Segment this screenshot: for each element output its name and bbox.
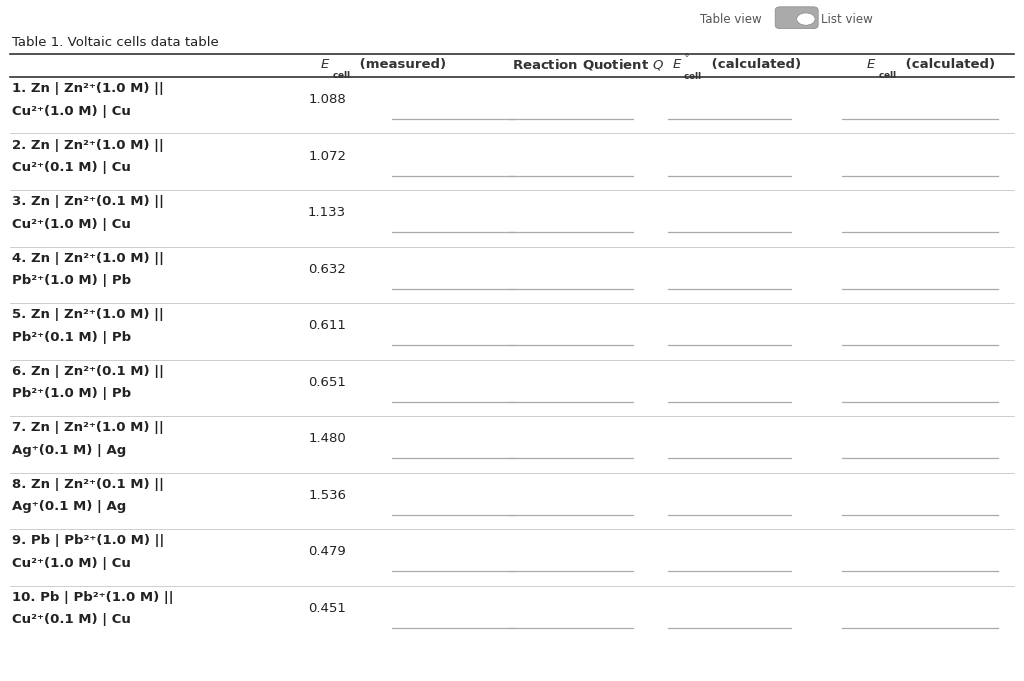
Text: 1. Zn | Zn²⁺(1.0 M) ||: 1. Zn | Zn²⁺(1.0 M) || (12, 82, 164, 95)
Text: Pb²⁺(1.0 M) | Pb: Pb²⁺(1.0 M) | Pb (12, 387, 131, 400)
Text: (measured): (measured) (355, 58, 446, 72)
Text: Cu²⁺(1.0 M) | Cu: Cu²⁺(1.0 M) | Cu (12, 217, 131, 231)
Text: Ag⁺(0.1 M) | Ag: Ag⁺(0.1 M) | Ag (12, 500, 127, 513)
Text: 2. Zn | Zn²⁺(1.0 M) ||: 2. Zn | Zn²⁺(1.0 M) || (12, 138, 164, 152)
Text: List view: List view (821, 12, 873, 26)
Text: 0.651: 0.651 (308, 376, 346, 389)
Text: Cu²⁺(0.1 M) | Cu: Cu²⁺(0.1 M) | Cu (12, 161, 131, 174)
Text: 1.088: 1.088 (308, 93, 346, 106)
Text: Cu²⁺(1.0 M) | Cu: Cu²⁺(1.0 M) | Cu (12, 556, 131, 570)
Text: (calculated): (calculated) (901, 58, 995, 72)
Text: 5. Zn | Zn²⁺(1.0 M) ||: 5. Zn | Zn²⁺(1.0 M) || (12, 308, 164, 321)
Text: Reaction Quotient $\mathit{Q}$: Reaction Quotient $\mathit{Q}$ (512, 57, 664, 72)
Text: 3. Zn | Zn²⁺(0.1 M) ||: 3. Zn | Zn²⁺(0.1 M) || (12, 195, 164, 208)
Text: $\circ$: $\circ$ (683, 49, 689, 59)
Text: Pb²⁺(1.0 M) | Pb: Pb²⁺(1.0 M) | Pb (12, 274, 131, 287)
Text: 1.480: 1.480 (308, 432, 346, 445)
Text: Pb²⁺(0.1 M) | Pb: Pb²⁺(0.1 M) | Pb (12, 330, 131, 344)
FancyBboxPatch shape (775, 7, 818, 29)
Text: (calculated): (calculated) (707, 58, 801, 72)
Text: 0.479: 0.479 (308, 545, 346, 558)
Text: 8. Zn | Zn²⁺(0.1 M) ||: 8. Zn | Zn²⁺(0.1 M) || (12, 477, 164, 491)
Text: $\mathregular{cell}$: $\mathregular{cell}$ (683, 70, 701, 81)
Text: $\mathit{E}$: $\mathit{E}$ (866, 58, 877, 72)
Text: $\mathit{E}$: $\mathit{E}$ (321, 58, 331, 72)
Text: $\mathregular{cell}$: $\mathregular{cell}$ (878, 69, 896, 80)
Text: Table 1. Voltaic cells data table: Table 1. Voltaic cells data table (12, 35, 219, 49)
Text: 7. Zn | Zn²⁺(1.0 M) ||: 7. Zn | Zn²⁺(1.0 M) || (12, 421, 164, 434)
Text: 0.632: 0.632 (308, 263, 346, 276)
Text: $\mathit{E}$: $\mathit{E}$ (672, 58, 682, 72)
Text: 1.072: 1.072 (308, 150, 346, 163)
Text: 1.536: 1.536 (308, 489, 346, 502)
Circle shape (797, 13, 815, 25)
Text: 4. Zn | Zn²⁺(1.0 M) ||: 4. Zn | Zn²⁺(1.0 M) || (12, 251, 164, 265)
Text: 6. Zn | Zn²⁺(0.1 M) ||: 6. Zn | Zn²⁺(0.1 M) || (12, 364, 164, 378)
Text: 1.133: 1.133 (308, 206, 346, 219)
Text: 10. Pb | Pb²⁺(1.0 M) ||: 10. Pb | Pb²⁺(1.0 M) || (12, 590, 174, 604)
Text: $\mathregular{cell}$: $\mathregular{cell}$ (332, 69, 350, 80)
Text: 0.611: 0.611 (308, 319, 346, 332)
Text: Cu²⁺(1.0 M) | Cu: Cu²⁺(1.0 M) | Cu (12, 104, 131, 118)
Text: 9. Pb | Pb²⁺(1.0 M) ||: 9. Pb | Pb²⁺(1.0 M) || (12, 534, 165, 548)
Text: Table view: Table view (700, 12, 762, 26)
Text: Ag⁺(0.1 M) | Ag: Ag⁺(0.1 M) | Ag (12, 443, 127, 457)
Text: Cu²⁺(0.1 M) | Cu: Cu²⁺(0.1 M) | Cu (12, 613, 131, 627)
Text: 0.451: 0.451 (308, 602, 346, 615)
